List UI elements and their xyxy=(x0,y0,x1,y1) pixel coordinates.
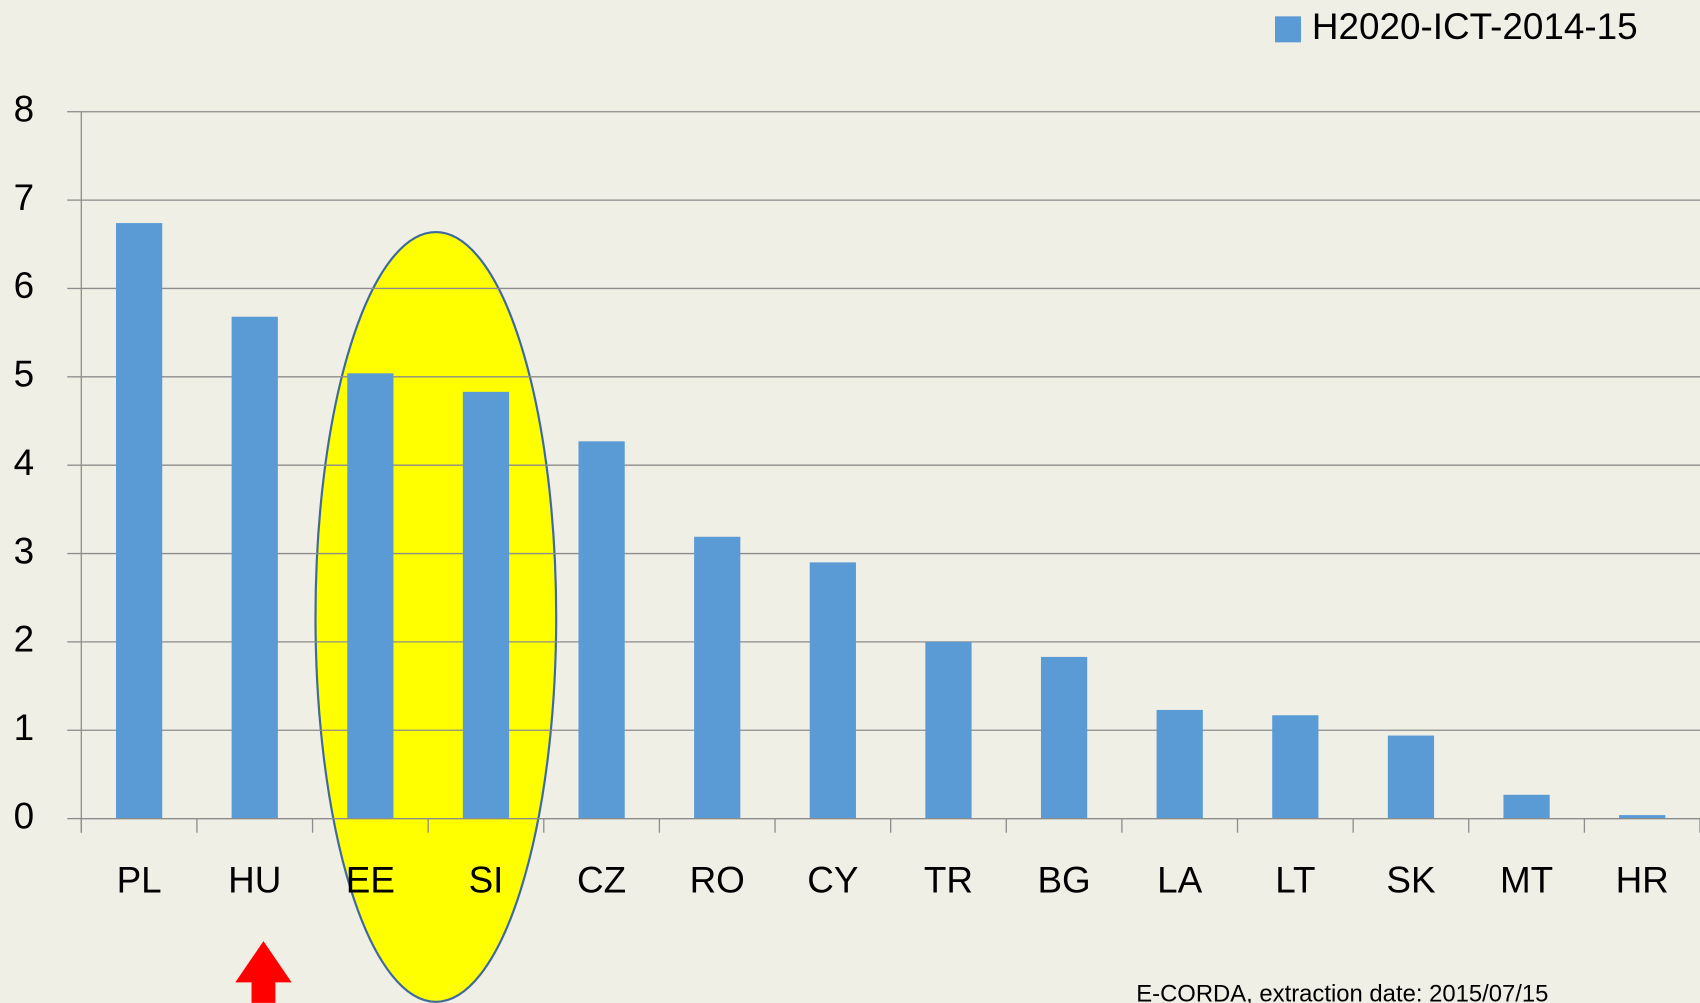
x-tick-label: MT xyxy=(1500,859,1553,900)
y-tick-label: 4 xyxy=(14,442,35,483)
x-tick-label: LA xyxy=(1157,859,1202,900)
y-tick-label: 0 xyxy=(14,795,35,836)
x-tick-label: EE xyxy=(346,859,395,900)
x-tick-label: BG xyxy=(1037,859,1090,900)
bar xyxy=(694,536,741,819)
bar xyxy=(231,316,278,819)
bar xyxy=(1156,709,1203,819)
x-tick-label: PL xyxy=(117,859,162,900)
y-tick-label: 5 xyxy=(14,354,35,395)
y-tick-label: 2 xyxy=(14,619,35,660)
bar xyxy=(578,441,625,819)
x-tick-label: CY xyxy=(807,859,858,900)
x-tick-label: CZ xyxy=(577,859,626,900)
x-tick-label: HU xyxy=(228,859,281,900)
bar xyxy=(809,562,856,819)
y-tick-label: 8 xyxy=(14,88,35,129)
bar xyxy=(1619,815,1666,819)
plot-area: 0 1 2 3 4 5 6 7 8 PL HU EE SI CZ RO CY TR BG LA LT SK MT HR H20… xyxy=(14,6,1700,900)
x-tick-label: SI xyxy=(469,859,504,900)
x-tick-label: SK xyxy=(1386,859,1436,900)
x-tick-label: LT xyxy=(1275,859,1315,900)
bar xyxy=(462,391,510,819)
bar xyxy=(347,373,394,819)
y-tick-label: 7 xyxy=(14,177,35,218)
bar xyxy=(925,641,972,819)
red-arrow xyxy=(235,941,292,1003)
bar xyxy=(115,223,163,819)
x-tick-label: RO xyxy=(690,859,745,900)
legend-label: H2020-ICT-2014-15 xyxy=(1312,6,1638,47)
x-tick-label: TR xyxy=(924,859,973,900)
bar xyxy=(1503,794,1550,819)
bar xyxy=(1040,656,1088,819)
source-note: E-CORDA, extraction date: 2015/07/15 xyxy=(1136,981,1548,1003)
legend-swatch xyxy=(1275,16,1302,43)
y-tick-label: 1 xyxy=(14,707,35,748)
y-tick-label: 3 xyxy=(14,530,35,571)
bar xyxy=(1387,735,1435,819)
bar xyxy=(1272,715,1319,819)
y-tick-label: 6 xyxy=(14,265,35,306)
x-tick-label: HR xyxy=(1616,859,1669,900)
